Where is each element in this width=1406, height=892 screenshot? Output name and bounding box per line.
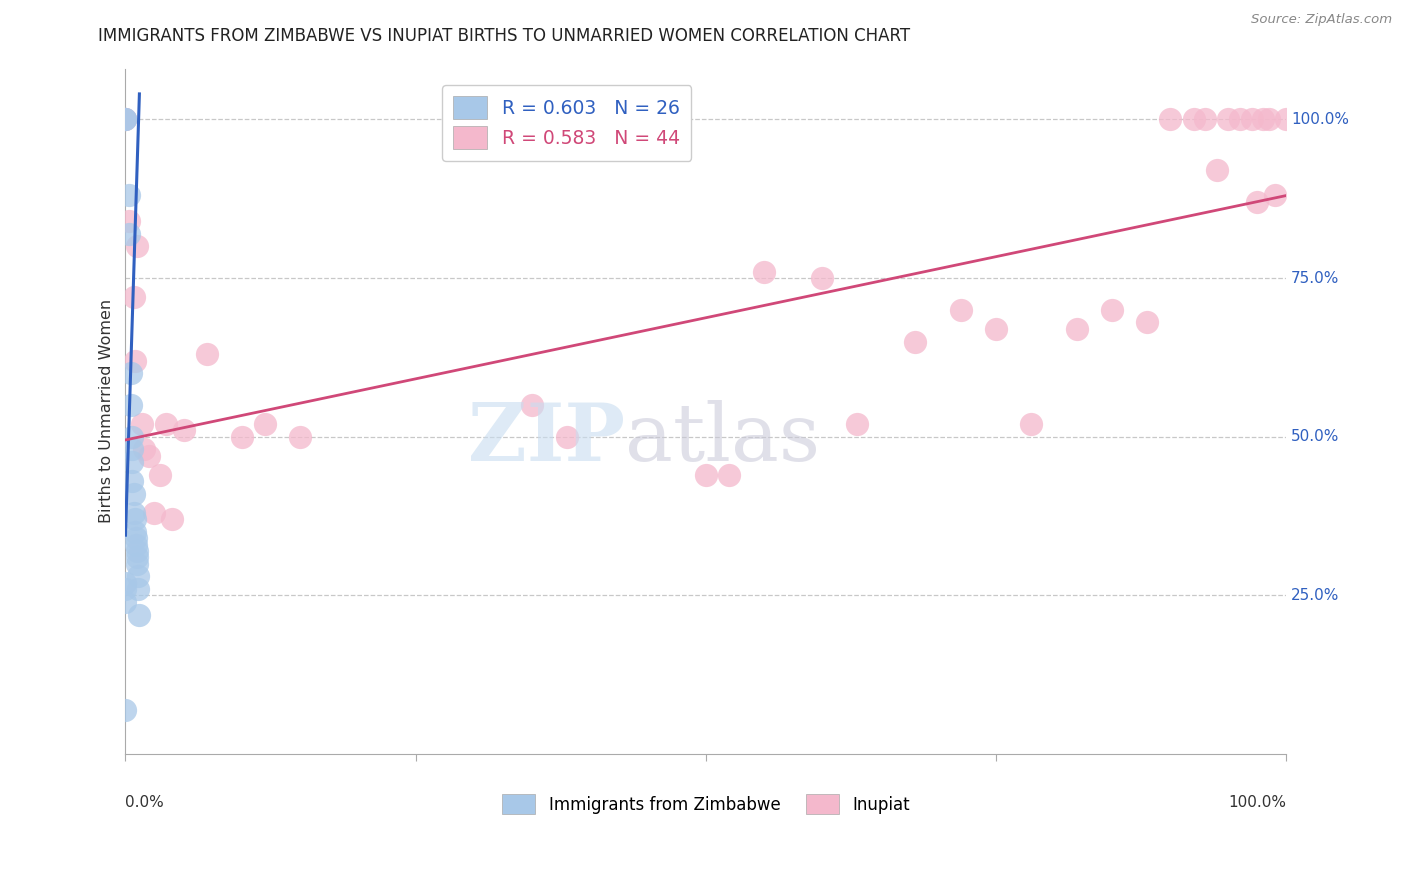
Point xyxy=(125,538,148,552)
Point xyxy=(986,322,1008,336)
Point xyxy=(1275,112,1298,127)
Point xyxy=(121,474,143,488)
Point xyxy=(121,442,143,457)
Point xyxy=(114,703,136,717)
Point xyxy=(1258,112,1281,127)
Text: Source: ZipAtlas.com: Source: ZipAtlas.com xyxy=(1251,13,1392,27)
Point xyxy=(138,449,160,463)
Point xyxy=(1218,112,1240,127)
Point xyxy=(845,417,868,431)
Point xyxy=(1240,112,1263,127)
Point xyxy=(127,569,149,583)
Point xyxy=(811,271,834,285)
Point xyxy=(118,188,141,202)
Point xyxy=(131,417,153,431)
Y-axis label: Births to Unmarried Women: Births to Unmarried Women xyxy=(100,300,114,524)
Point xyxy=(132,442,155,457)
Point xyxy=(124,512,146,526)
Point xyxy=(114,112,136,127)
Point xyxy=(288,430,311,444)
Point xyxy=(1246,194,1268,209)
Point xyxy=(122,506,145,520)
Text: IMMIGRANTS FROM ZIMBABWE VS INUPIAT BIRTHS TO UNMARRIED WOMEN CORRELATION CHART: IMMIGRANTS FROM ZIMBABWE VS INUPIAT BIRT… xyxy=(98,27,911,45)
Point xyxy=(950,302,973,317)
Point xyxy=(122,487,145,501)
Text: atlas: atlas xyxy=(624,400,820,478)
Point xyxy=(1264,188,1286,202)
Point xyxy=(121,455,143,469)
Point xyxy=(1019,417,1042,431)
Point xyxy=(149,467,172,482)
Text: 50.0%: 50.0% xyxy=(1291,429,1340,444)
Point xyxy=(173,424,195,438)
Point xyxy=(124,524,146,539)
Point xyxy=(1159,112,1181,127)
Point xyxy=(1194,112,1216,127)
Point xyxy=(1066,322,1088,336)
Point xyxy=(1101,302,1123,317)
Point xyxy=(114,112,136,127)
Point xyxy=(114,575,136,590)
Point xyxy=(125,557,148,571)
Point xyxy=(127,582,149,596)
Point xyxy=(114,595,136,609)
Point xyxy=(114,582,136,596)
Point xyxy=(128,607,150,622)
Point xyxy=(120,366,142,380)
Point xyxy=(125,532,148,546)
Point xyxy=(253,417,276,431)
Text: 0.0%: 0.0% xyxy=(125,796,165,810)
Point xyxy=(114,112,136,127)
Point xyxy=(120,398,142,412)
Text: ZIP: ZIP xyxy=(468,400,624,478)
Point xyxy=(695,467,717,482)
Legend: Immigrants from Zimbabwe, Inupiat: Immigrants from Zimbabwe, Inupiat xyxy=(502,794,910,814)
Point xyxy=(125,544,148,558)
Point xyxy=(520,398,543,412)
Point xyxy=(555,430,578,444)
Point xyxy=(195,347,218,361)
Point xyxy=(125,239,148,253)
Point xyxy=(114,112,136,127)
Point xyxy=(125,550,148,565)
Text: 25.0%: 25.0% xyxy=(1291,588,1340,603)
Point xyxy=(160,512,183,526)
Point xyxy=(752,265,775,279)
Point xyxy=(718,467,741,482)
Point xyxy=(1182,112,1205,127)
Point xyxy=(1136,316,1159,330)
Point xyxy=(1205,163,1227,178)
Point xyxy=(118,214,141,228)
Point xyxy=(143,506,166,520)
Text: 100.0%: 100.0% xyxy=(1291,112,1350,127)
Text: 75.0%: 75.0% xyxy=(1291,270,1340,285)
Point xyxy=(122,290,145,304)
Point xyxy=(124,353,146,368)
Point xyxy=(118,227,141,241)
Point xyxy=(1251,112,1274,127)
Point xyxy=(231,430,253,444)
Point xyxy=(1229,112,1251,127)
Point xyxy=(155,417,177,431)
Text: 100.0%: 100.0% xyxy=(1229,796,1286,810)
Point xyxy=(121,430,143,444)
Point xyxy=(904,334,927,349)
